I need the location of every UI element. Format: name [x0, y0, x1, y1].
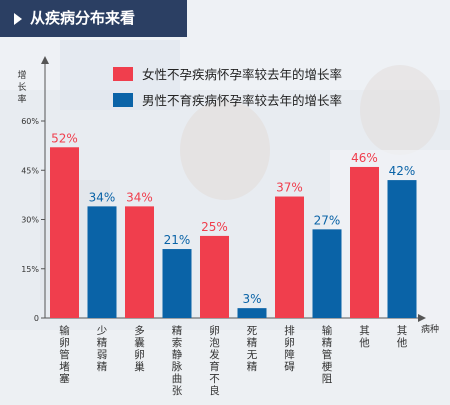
- category-label: 其他: [397, 325, 408, 349]
- category-label: 其他: [359, 325, 370, 349]
- y-tick-label: 30%: [21, 216, 39, 225]
- data-label: 46%: [351, 151, 378, 165]
- y-axis-title-char-2: 长: [17, 81, 26, 93]
- y-axis-ticks: 0 15% 30% 45% 60%: [21, 117, 45, 323]
- bar: [162, 249, 192, 318]
- bar: [125, 206, 154, 318]
- y-tick-label: 15%: [21, 265, 39, 274]
- bar: [312, 229, 342, 318]
- category-label: 死精无精: [247, 325, 258, 373]
- bar: [350, 166, 379, 318]
- data-label: 21%: [164, 233, 191, 247]
- category-labels: 输卵管堵塞 少精弱精 多囊卵巢 精索静脉曲张 卵泡发育不良 死精无精 排卵障碍 输精管梗阻 其他…: [59, 324, 408, 397]
- data-label: 34%: [126, 190, 153, 204]
- bars-group: 52% 34% 34% 21% 25% 3% 37% 27% 46% 42%: [50, 131, 417, 318]
- y-axis-title-char-1: 增: [17, 69, 26, 81]
- data-label: 52%: [51, 131, 78, 145]
- y-axis-title: 增 长 率: [17, 69, 26, 105]
- data-label: 37%: [276, 181, 303, 195]
- data-label: 42%: [389, 164, 416, 178]
- bar: [200, 235, 229, 318]
- bar: [87, 206, 117, 318]
- y-axis-title-char-3: 率: [17, 93, 26, 105]
- bar: [387, 180, 417, 318]
- y-tick-label: 0: [34, 314, 39, 323]
- bar: [50, 147, 79, 318]
- category-label: 精索静脉曲张: [172, 324, 183, 397]
- category-label: 少精弱精: [97, 325, 108, 373]
- y-tick-label: 45%: [21, 166, 39, 175]
- legend-label-male: 男性不育疾病怀孕率较去年的增长率: [142, 93, 342, 108]
- category-label: 输卵管堵塞: [59, 324, 70, 385]
- page-title: 从疾病分布来看: [0, 0, 187, 37]
- category-label: 多囊卵巢: [134, 324, 145, 373]
- category-label: 排卵障碍: [284, 324, 295, 373]
- category-label: 输精管梗阻: [322, 324, 333, 385]
- legend-swatch-male: [113, 93, 133, 107]
- category-label: 卵泡发育不良: [209, 325, 220, 397]
- x-axis-arrow: [418, 314, 426, 322]
- legend-label-female: 女性不孕疾病怀孕率较去年的增长率: [142, 67, 342, 82]
- bar: [237, 308, 267, 318]
- data-label: 25%: [201, 220, 228, 234]
- bar: [275, 196, 304, 318]
- x-axis-title: 病种: [421, 323, 439, 335]
- data-label: 34%: [89, 190, 116, 204]
- y-tick-label: 60%: [21, 117, 39, 126]
- legend-swatch-female: [113, 67, 133, 81]
- y-axis-arrow: [41, 56, 49, 64]
- data-label: 3%: [242, 292, 261, 306]
- data-label: 27%: [314, 213, 341, 227]
- chart-legend: 女性不孕疾病怀孕率较去年的增长率 男性不育疾病怀孕率较去年的增长率: [113, 67, 342, 108]
